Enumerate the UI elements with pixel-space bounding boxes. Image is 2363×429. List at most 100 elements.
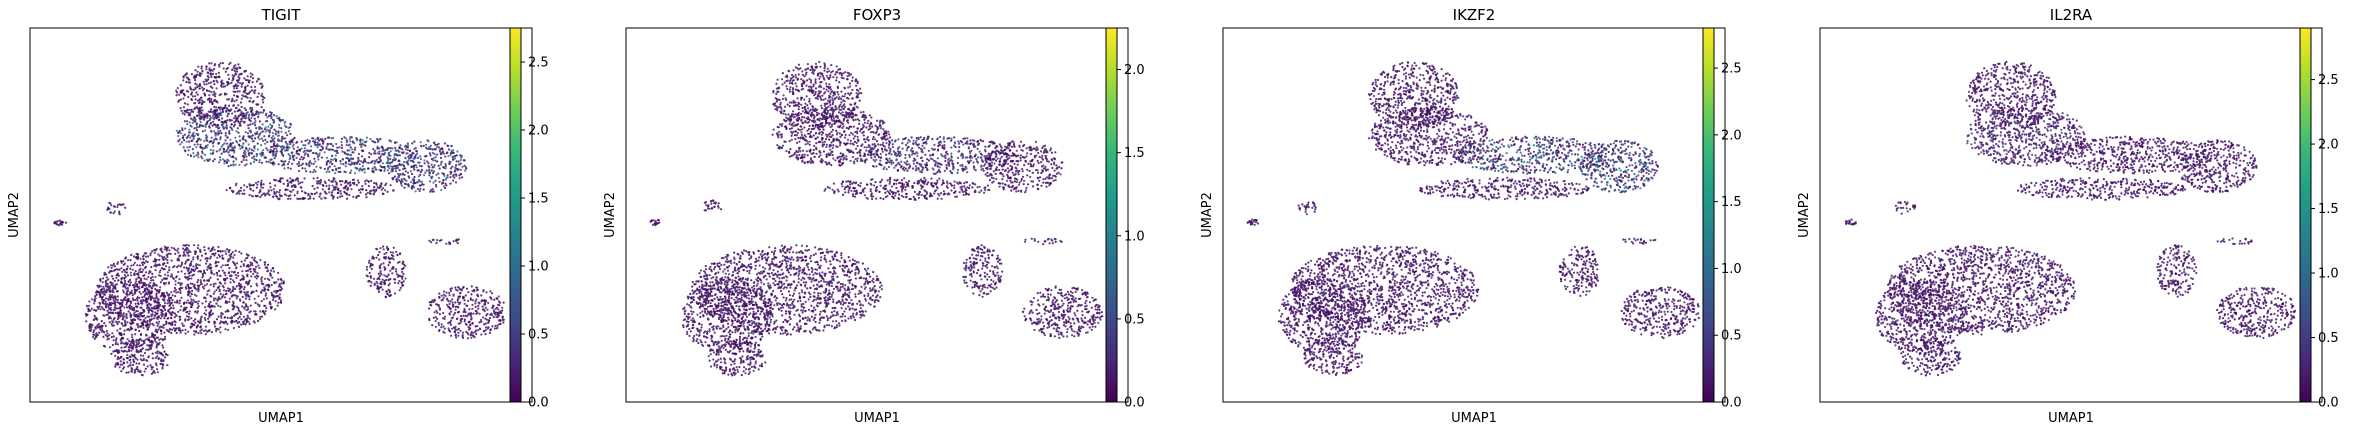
scatter-point (104, 297, 107, 300)
scatter-point (431, 324, 434, 327)
scatter-point (154, 351, 157, 354)
scatter-point (221, 158, 225, 161)
scatter-point (279, 180, 282, 183)
scatter-point (254, 270, 257, 273)
scatter-point (141, 321, 144, 324)
scatter-point (402, 164, 405, 167)
scatter-point (161, 255, 164, 258)
scatter-point (255, 112, 258, 115)
scatter-point (147, 326, 150, 329)
scatter-point (240, 252, 243, 255)
scatter-point (399, 252, 402, 255)
scatter-point (260, 179, 263, 182)
scatter-point (176, 87, 179, 90)
scatter-point (461, 165, 464, 168)
scatter-point (264, 261, 267, 264)
scatter-point (406, 152, 409, 155)
scatter-point (188, 310, 191, 313)
scatter-point (193, 293, 196, 296)
scatter-point (102, 277, 105, 280)
scatter-point (395, 141, 398, 144)
scatter-point (284, 140, 287, 144)
scatter-point (419, 187, 422, 190)
scatter-point (200, 72, 203, 75)
scatter-point (180, 305, 183, 308)
scatter-point (351, 140, 354, 143)
scatter-point (178, 93, 181, 96)
scatter-point (286, 184, 289, 188)
scatter-point (456, 169, 459, 172)
scatter-point (401, 270, 404, 273)
scatter-point (217, 261, 220, 264)
scatter-point (475, 333, 478, 336)
scatter-point (202, 274, 205, 277)
scatter-point (416, 181, 419, 184)
scatter-point (419, 173, 422, 176)
scatter-point (263, 287, 266, 291)
scatter-point (281, 119, 285, 122)
scatter-point (117, 350, 120, 353)
scatter-point (367, 161, 370, 165)
scatter-point (280, 118, 283, 122)
scatter-point (286, 145, 289, 148)
scatter-point (145, 301, 148, 304)
scatter-point (286, 182, 290, 185)
scatter-point (165, 254, 168, 257)
scatter-point (166, 364, 169, 367)
scatter-point (393, 175, 397, 178)
scatter-point (119, 260, 123, 263)
scatter-point (242, 138, 245, 141)
scatter-point (431, 299, 434, 302)
scatter-point (188, 312, 191, 315)
scatter-point (245, 269, 248, 273)
scatter-point (138, 329, 141, 333)
scatter-point (140, 281, 143, 284)
scatter-point (446, 144, 449, 147)
scatter-point (257, 136, 260, 139)
scatter-point (253, 145, 256, 148)
scatter-point (219, 305, 222, 308)
scatter-point (139, 311, 142, 314)
scatter-point (153, 251, 156, 254)
scatter-point (454, 308, 457, 311)
scatter-point (254, 137, 257, 140)
scatter-point (207, 82, 210, 85)
scatter-point (206, 71, 209, 74)
scatter-point (154, 259, 157, 262)
scatter-point (218, 118, 221, 121)
scatter-point (244, 78, 248, 82)
scatter-point (222, 67, 225, 70)
scatter-point (137, 280, 141, 283)
scatter-point (195, 123, 198, 126)
scatter-point (182, 251, 185, 254)
scatter-point (432, 159, 435, 162)
scatter-point (120, 267, 123, 270)
scatter-point (223, 160, 226, 163)
scatter-point (125, 313, 128, 316)
scatter-point (204, 300, 207, 303)
scatter-point (396, 253, 399, 256)
scatter-point (193, 127, 196, 130)
scatter-point (254, 194, 257, 197)
scatter-point (224, 126, 227, 129)
scatter-point (258, 134, 261, 137)
scatter-point (165, 249, 168, 252)
scatter-point (252, 183, 255, 186)
scatter-point (196, 70, 199, 73)
scatter-point (263, 289, 266, 292)
scatter-point (259, 310, 262, 313)
scatter-point (147, 292, 150, 295)
scatter-point (310, 192, 313, 195)
scatter-point (335, 186, 338, 189)
scatter-point (385, 251, 388, 254)
scatter-point (196, 140, 199, 143)
scatter-point (220, 80, 223, 83)
scatter-point (288, 140, 291, 143)
scatter-point (379, 271, 382, 275)
scatter-point (224, 70, 227, 73)
scatter-point (256, 148, 259, 151)
scatter-point (212, 283, 215, 286)
scatter-point (332, 189, 335, 192)
scatter-point (106, 313, 110, 316)
